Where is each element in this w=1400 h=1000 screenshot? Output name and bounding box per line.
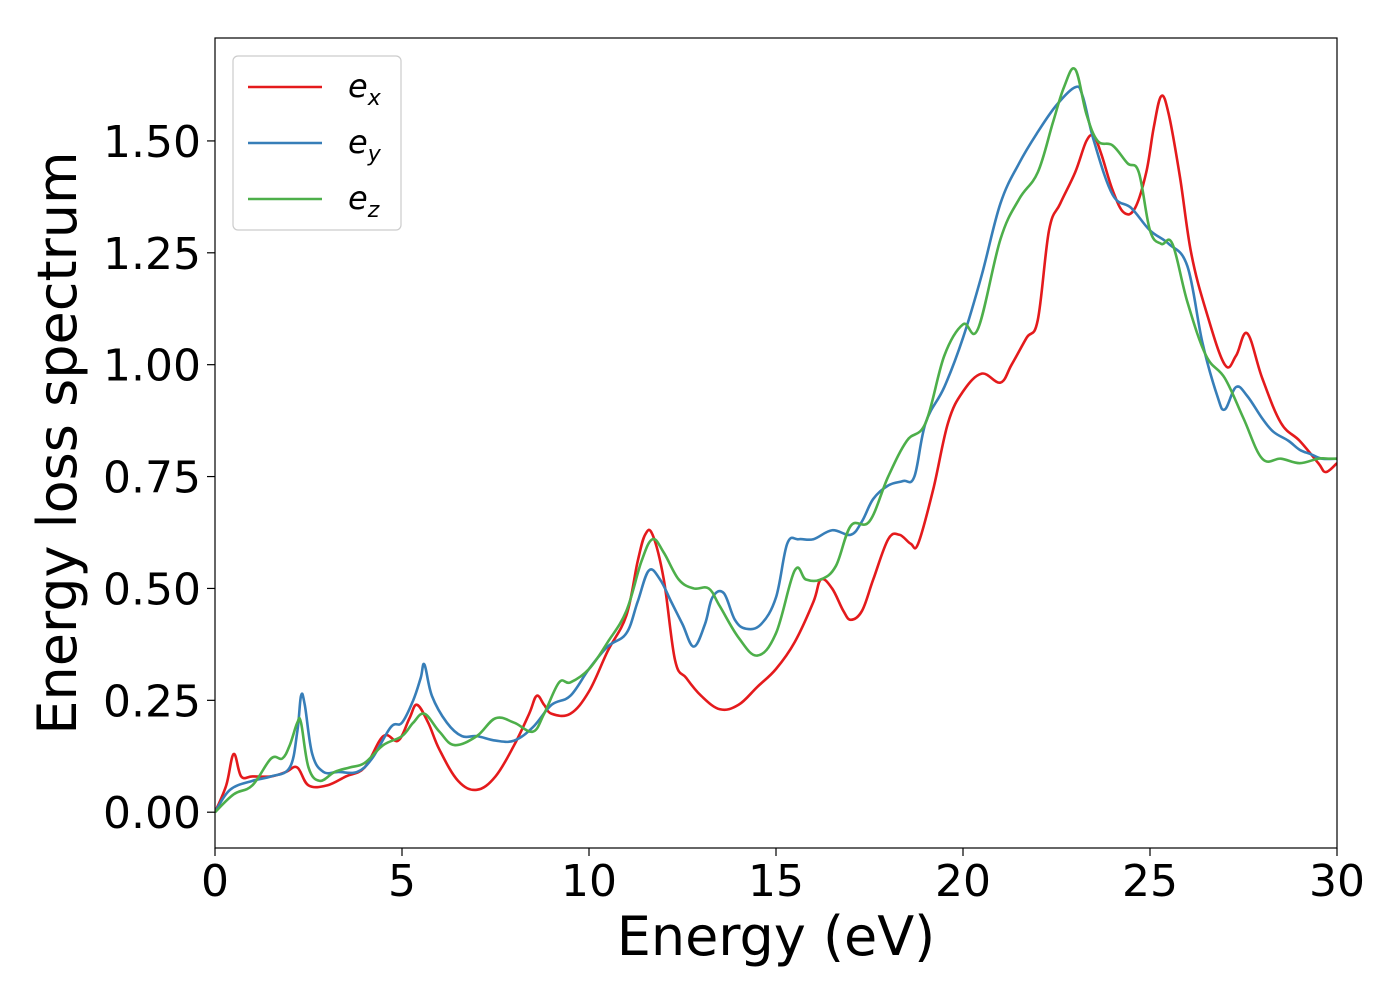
y-tick-label: 0.50 [103,564,201,615]
y-axis-title: Energy loss spectrum [26,151,89,734]
y-tick-label: 1.25 [103,229,201,280]
y-tick-label: 0.00 [103,788,201,839]
y-tick-label: 0.25 [103,676,201,727]
x-tick-label: 25 [1122,856,1178,907]
x-tick-label: 5 [388,856,416,907]
x-tick-label: 20 [935,856,991,907]
legend-label-x: ex [348,67,382,111]
series-line-x [215,94,1337,813]
series-line-z [215,67,1337,814]
x-axis-title: Energy (eV) [617,905,936,968]
series-line-y [215,85,1337,813]
legend-label-y: ey [348,123,382,167]
x-tick-label: 0 [201,856,229,907]
y-tick-label: 0.75 [103,453,201,504]
x-axis: 0 5 10 15 20 25 30 [201,848,1365,907]
y-tick-label: 1.00 [103,341,201,392]
legend-label-main: e [348,179,368,217]
series-layer [215,67,1337,814]
x-tick-label: 15 [748,856,804,907]
legend-label-main: e [348,67,368,105]
y-axis: 0.00 0.25 0.50 0.75 1.00 1.25 1.50 [103,117,215,839]
legend-label-subscript: x [367,86,382,111]
legend-label-subscript: y [367,142,382,167]
legend-label-main: e [348,123,368,161]
x-tick-label: 30 [1309,856,1365,907]
y-tick-label: 1.50 [103,117,201,168]
legend-label-z: ez [348,179,380,223]
x-tick-label: 10 [561,856,617,907]
legend-label-subscript: z [367,198,380,223]
